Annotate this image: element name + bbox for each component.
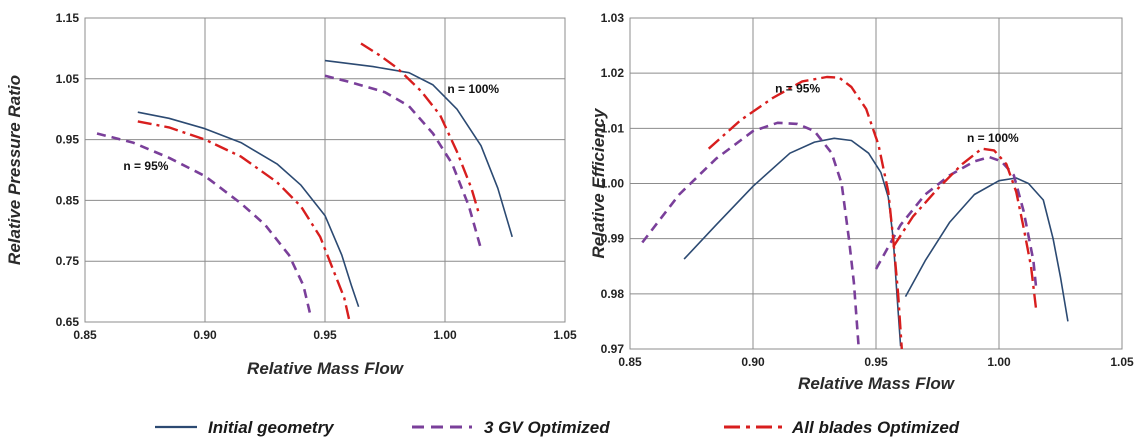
y-tick-label: 1.05 — [56, 72, 80, 86]
legend-item: Initial geometry — [155, 418, 335, 437]
series-line-dashed — [96, 132, 312, 317]
x-tick-label: 0.90 — [193, 328, 217, 342]
speed-annotation: n = 100% — [447, 82, 499, 96]
y-tick-label: 1.02 — [601, 66, 625, 80]
series-group — [641, 75, 1069, 349]
efficiency-chart: 0.85 0.90 0.95 1.00 1.05 0.97 0.98 0.99 1.00 1.01… — [589, 11, 1134, 393]
series-line-dashed — [324, 74, 483, 250]
legend-label: 3 GV Optimized — [484, 418, 610, 437]
legend-item: All blades Optimized — [724, 418, 960, 437]
grid — [629, 17, 1123, 350]
series-line-dashdot — [707, 75, 903, 349]
legend-item: 3 GV Optimized — [412, 418, 610, 437]
legend: Initial geometry 3 GV Optimized All blades… — [155, 418, 960, 437]
y-axis-title: Relative Pressure Ratio — [5, 75, 24, 265]
x-tick-label: 0.90 — [741, 355, 765, 369]
plot-frame — [629, 17, 1123, 350]
series-line-solid — [904, 177, 1069, 322]
series-line-dashed — [641, 121, 861, 349]
series-line-solid — [683, 137, 902, 347]
legend-label: Initial geometry — [208, 418, 335, 437]
series-line-dashed — [874, 155, 1038, 286]
x-tick-label: 1.00 — [987, 355, 1011, 369]
y-tick-label: 1.01 — [601, 121, 625, 135]
x-tick-label: 0.85 — [73, 328, 97, 342]
y-tick-label: 1.15 — [56, 11, 80, 25]
y-tick-label: 0.65 — [56, 315, 80, 329]
speed-annotation: n = 95% — [775, 81, 820, 95]
y-tick-label: 0.99 — [601, 232, 625, 246]
y-tick-label: 0.75 — [56, 254, 80, 268]
x-tick-label: 1.05 — [1110, 355, 1134, 369]
x-tick-label: 1.00 — [433, 328, 457, 342]
x-tick-label: 0.85 — [618, 355, 642, 369]
series-line-dashdot — [360, 42, 480, 213]
y-axis-title: Relative Efficiency — [589, 107, 608, 258]
y-tick-label: 0.97 — [601, 342, 625, 356]
series-line-solid — [324, 59, 513, 238]
series-line-solid — [137, 111, 360, 308]
y-tick-label: 0.85 — [56, 193, 80, 207]
series-line-dashdot — [137, 120, 351, 320]
y-tick-label: 1.03 — [601, 11, 625, 25]
speed-annotation: n = 100% — [967, 131, 1019, 145]
x-tick-label: 0.95 — [864, 355, 888, 369]
x-tick-label: 0.95 — [313, 328, 337, 342]
pressure-ratio-chart: 0.85 0.90 0.95 1.00 1.05 0.65 0.75 0.85 0.95 1.05… — [5, 11, 577, 378]
x-axis-title: Relative Mass Flow — [247, 359, 405, 378]
series-group — [96, 42, 513, 320]
legend-label: All blades Optimized — [791, 418, 960, 437]
plot-frame — [84, 17, 566, 323]
speed-annotation: n = 95% — [123, 159, 168, 173]
series-line-dashdot — [892, 147, 1038, 308]
y-tick-label: 0.95 — [56, 133, 80, 147]
y-tick-label: 0.98 — [601, 287, 625, 301]
x-axis-title: Relative Mass Flow — [798, 374, 956, 393]
x-tick-label: 1.05 — [553, 328, 577, 342]
y-tick-label: 1.00 — [601, 177, 625, 191]
